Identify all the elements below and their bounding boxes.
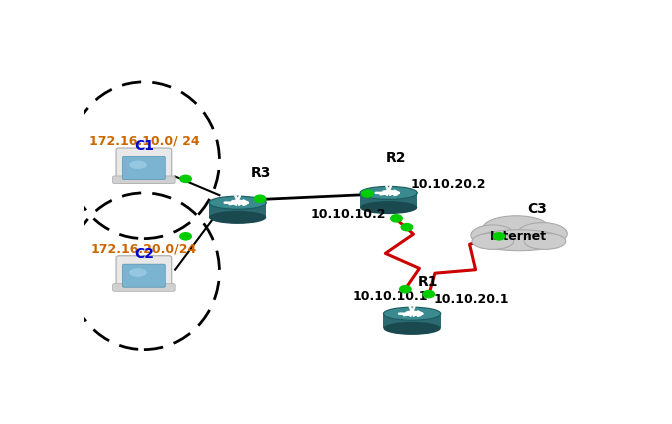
- Circle shape: [180, 233, 192, 240]
- Ellipse shape: [129, 161, 147, 169]
- Ellipse shape: [471, 225, 515, 246]
- Text: C2: C2: [134, 247, 154, 261]
- Ellipse shape: [517, 223, 567, 245]
- FancyBboxPatch shape: [113, 284, 175, 291]
- Text: 10.10.20.1: 10.10.20.1: [434, 293, 509, 306]
- Text: 10.10.10.2: 10.10.10.2: [310, 208, 386, 220]
- Ellipse shape: [209, 211, 266, 224]
- Text: 10.10.20.2: 10.10.20.2: [411, 178, 487, 191]
- Text: R2: R2: [386, 151, 407, 165]
- Text: 10.10.10.1: 10.10.10.1: [352, 290, 427, 303]
- Text: R3: R3: [251, 166, 271, 180]
- Circle shape: [493, 233, 505, 240]
- Ellipse shape: [472, 233, 513, 249]
- FancyBboxPatch shape: [122, 264, 165, 287]
- Ellipse shape: [129, 268, 147, 277]
- Circle shape: [362, 190, 373, 197]
- FancyBboxPatch shape: [113, 176, 175, 184]
- Text: R1: R1: [417, 275, 438, 289]
- Circle shape: [390, 215, 403, 222]
- FancyBboxPatch shape: [122, 156, 165, 179]
- Circle shape: [401, 223, 413, 231]
- Text: Internet: Internet: [491, 231, 548, 243]
- Text: C3: C3: [527, 202, 547, 216]
- Ellipse shape: [360, 187, 417, 199]
- Text: 172.16.20.0/24: 172.16.20.0/24: [91, 242, 197, 255]
- Text: 172.16.10.0/ 24: 172.16.10.0/ 24: [89, 134, 199, 148]
- FancyBboxPatch shape: [116, 256, 172, 291]
- FancyBboxPatch shape: [116, 148, 172, 183]
- Polygon shape: [209, 203, 266, 218]
- Circle shape: [423, 290, 435, 298]
- Ellipse shape: [209, 196, 266, 209]
- Ellipse shape: [384, 307, 441, 320]
- Ellipse shape: [524, 233, 566, 249]
- Text: C1: C1: [134, 139, 154, 153]
- Circle shape: [400, 286, 411, 293]
- Ellipse shape: [384, 322, 441, 335]
- Ellipse shape: [482, 216, 550, 242]
- Ellipse shape: [360, 201, 417, 214]
- Circle shape: [180, 175, 192, 182]
- Circle shape: [254, 195, 265, 202]
- Polygon shape: [360, 193, 417, 208]
- Ellipse shape: [474, 230, 563, 251]
- Polygon shape: [384, 314, 441, 328]
